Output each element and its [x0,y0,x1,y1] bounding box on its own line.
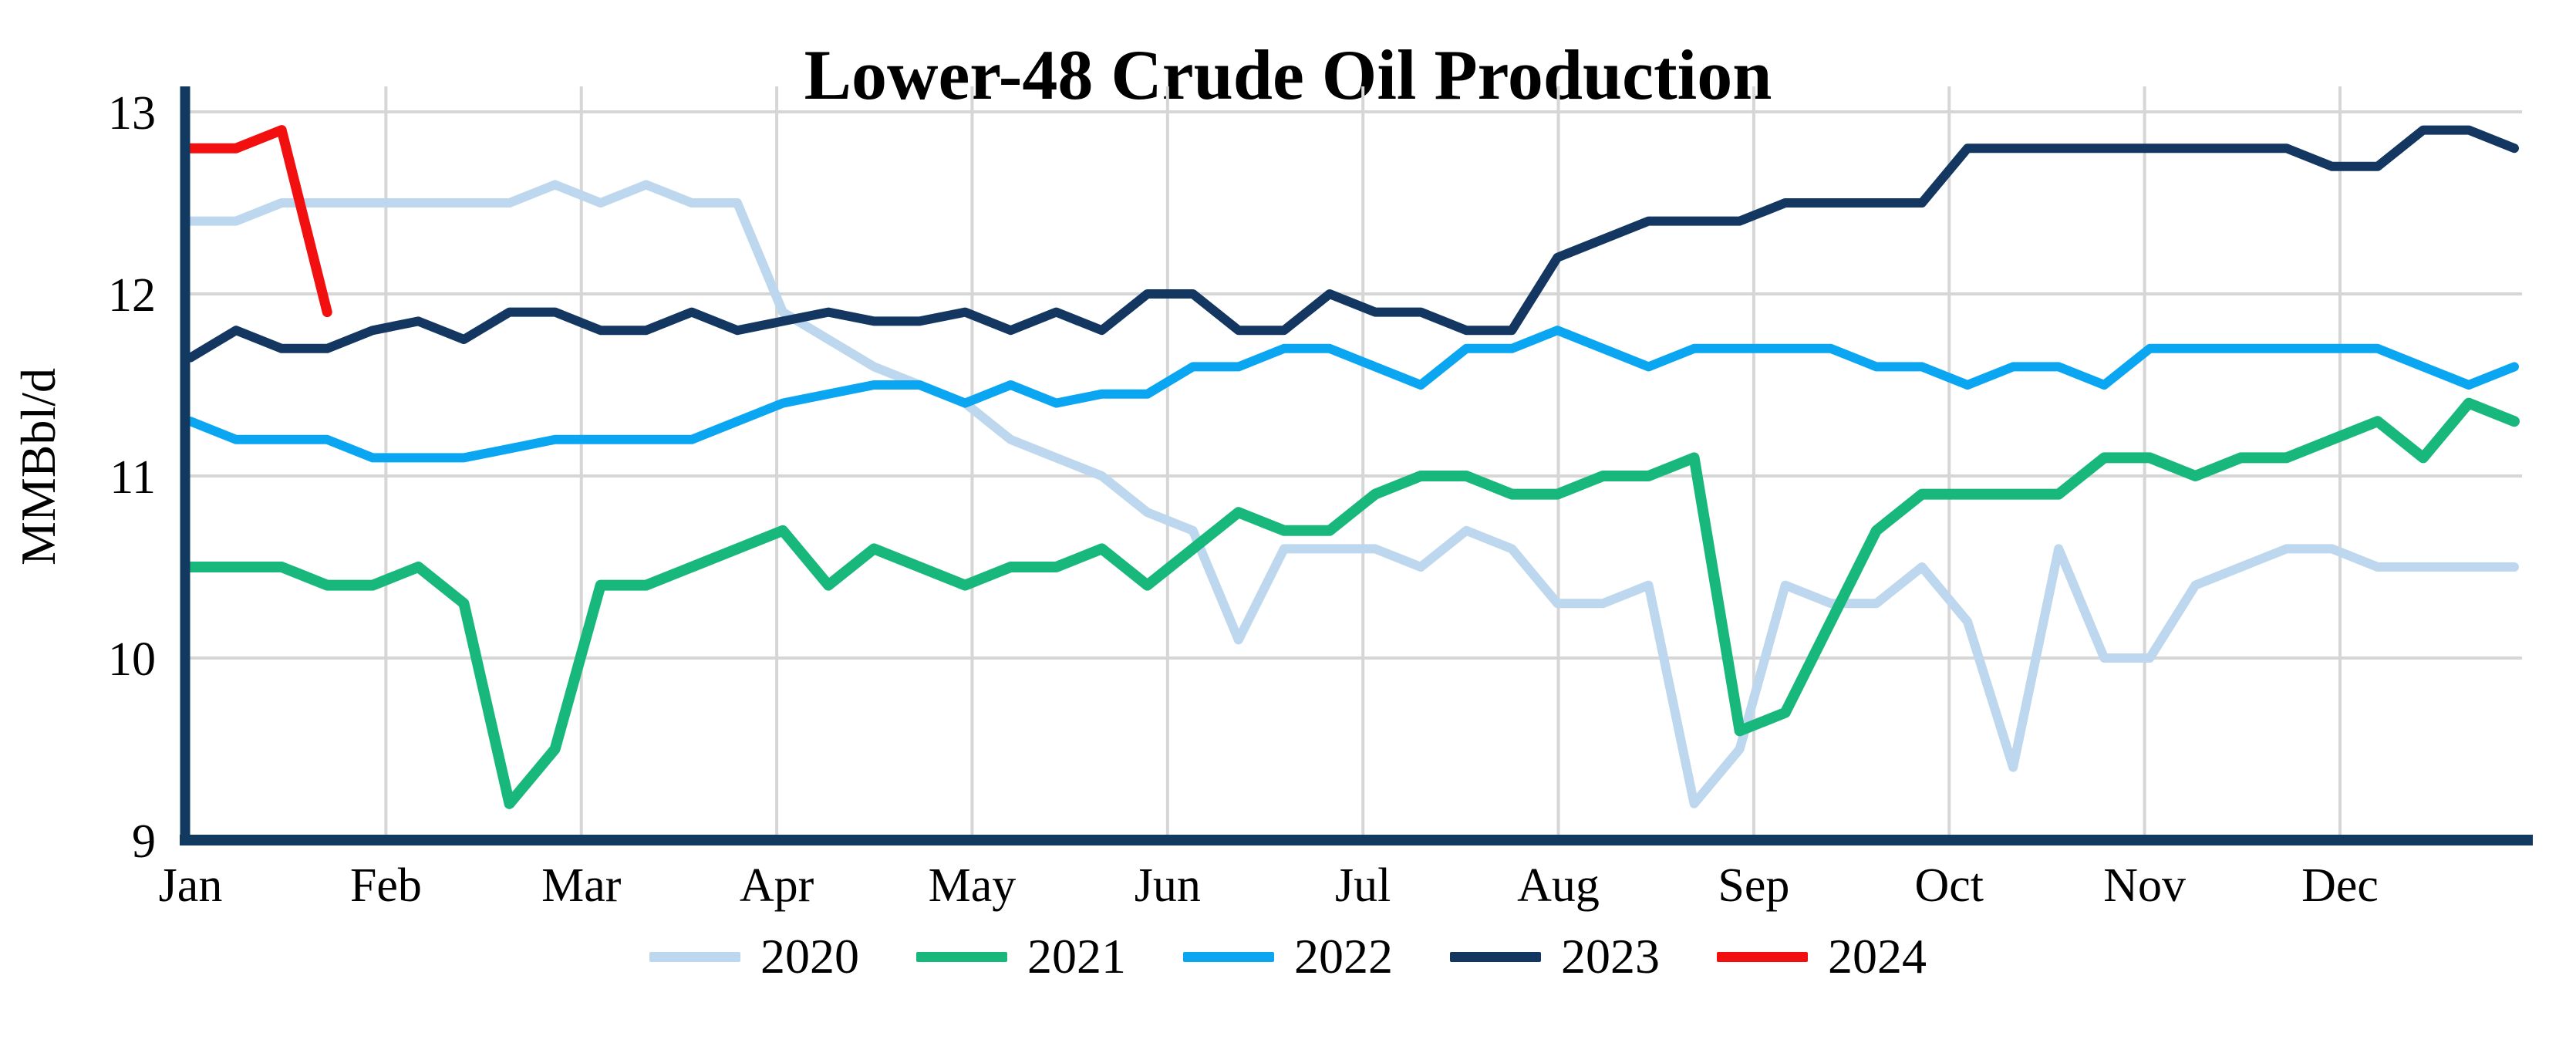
chart-title: Lower-48 Crude Oil Production [804,35,1772,114]
series-line-2023 [186,125,2519,363]
series-line-2024 [185,125,332,318]
series-line-2022 [186,326,2519,463]
x-tick-label: Jul [1335,859,1391,912]
x-tick-label: Sep [1718,859,1789,912]
legend-label-2023: 2023 [1561,929,1660,984]
legend-label-2020: 2020 [760,929,859,984]
legend-swatch-2023 [1450,951,1541,962]
x-tick-label: Jan [159,859,223,912]
legend-item-2021: 2021 [916,932,1126,981]
x-tick-label: Nov [2103,859,2186,912]
legend-item-2022: 2022 [1183,932,1393,981]
legend-swatch-2020 [649,951,740,962]
legend-swatch-2021 [916,951,1007,962]
legend-swatch-2022 [1183,951,1274,962]
legend-swatch-2024 [1717,951,1808,962]
legend-label-2021: 2021 [1027,929,1126,984]
x-tick-label: Mar [541,859,622,912]
x-tick-label: Aug [1517,859,1600,912]
y-tick-label: 11 [110,451,156,504]
x-tick-label: Feb [350,859,422,912]
x-tick-label: Jun [1135,859,1201,912]
x-tick-label: Dec [2301,859,2379,912]
y-tick-label: 13 [108,87,156,140]
legend-label-2024: 2024 [1828,929,1927,984]
x-tick-label: May [929,859,1017,912]
legend-item-2023: 2023 [1450,932,1660,981]
x-tick-label: Apr [740,859,814,912]
y-tick-label: 9 [132,815,156,868]
chart-legend: 2020 2021 2022 2023 2024 [0,932,2576,981]
series-line-2020 [186,180,2519,808]
y-tick-label: 12 [108,269,156,322]
x-tick-label: Oct [1915,859,1984,912]
legend-label-2022: 2022 [1294,929,1393,984]
series-line-2021 [185,397,2520,809]
legend-item-2020: 2020 [649,932,859,981]
legend-item-2024: 2024 [1717,932,1927,981]
y-tick-label: 10 [108,633,156,686]
